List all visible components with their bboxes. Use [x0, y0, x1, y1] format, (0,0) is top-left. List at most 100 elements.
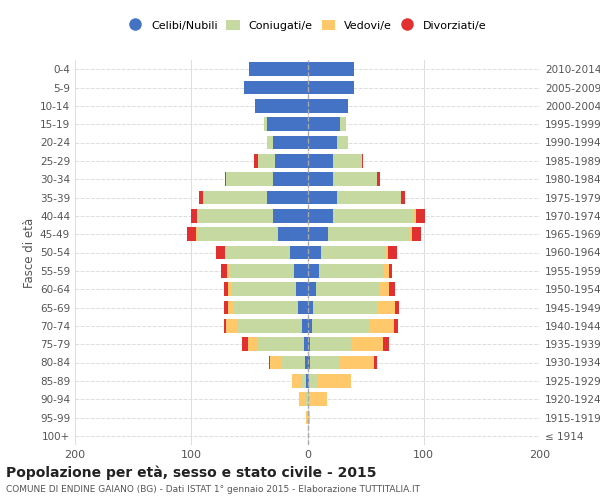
Bar [308, 356, 310, 370]
Bar [308, 228, 328, 241]
Bar [187, 228, 196, 241]
Bar [308, 300, 313, 314]
Bar [224, 282, 229, 296]
Bar [296, 282, 308, 296]
Y-axis label: Fasce di età: Fasce di età [23, 218, 36, 288]
Bar [203, 190, 267, 204]
Bar [337, 136, 348, 149]
Bar [308, 172, 333, 186]
Bar [340, 118, 346, 131]
Bar [290, 246, 308, 260]
Bar [394, 319, 398, 332]
Bar [196, 228, 197, 241]
Bar [271, 356, 282, 370]
Bar [415, 209, 416, 222]
Bar [412, 228, 421, 241]
Bar [308, 374, 318, 388]
Bar [319, 264, 383, 278]
Bar [389, 264, 392, 278]
Bar [234, 300, 298, 314]
Bar [265, 118, 267, 131]
Bar [318, 374, 350, 388]
Bar [313, 300, 377, 314]
Bar [308, 154, 333, 168]
Text: COMUNE DI ENDINE GAIANO (BG) - Dati ISTAT 1° gennaio 2015 - Elaborazione TUTTITA: COMUNE DI ENDINE GAIANO (BG) - Dati ISTA… [6, 485, 420, 494]
Bar [199, 190, 203, 204]
Bar [267, 118, 308, 131]
Bar [308, 136, 337, 149]
Bar [226, 246, 290, 260]
Bar [389, 282, 395, 296]
Bar [232, 282, 296, 296]
Bar [302, 319, 308, 332]
Bar [328, 228, 410, 241]
Bar [395, 300, 400, 314]
Bar [269, 356, 271, 370]
Bar [333, 172, 377, 186]
Bar [308, 264, 319, 278]
Bar [322, 246, 385, 260]
Bar [401, 190, 405, 204]
Bar [226, 172, 272, 186]
Bar [227, 264, 230, 278]
Bar [282, 356, 305, 370]
Bar [229, 300, 234, 314]
Bar [293, 264, 308, 278]
Bar [242, 338, 248, 351]
Bar [275, 154, 308, 168]
Bar [191, 209, 197, 222]
Bar [230, 264, 293, 278]
Bar [333, 209, 415, 222]
Bar [292, 374, 302, 388]
Bar [310, 338, 350, 351]
Bar [272, 172, 308, 186]
Bar [304, 338, 308, 351]
Bar [339, 356, 374, 370]
Bar [257, 338, 304, 351]
Bar [308, 338, 310, 351]
Bar [302, 374, 307, 388]
Bar [215, 246, 225, 260]
Bar [337, 190, 401, 204]
Bar [267, 190, 308, 204]
Bar [308, 410, 310, 424]
Bar [225, 246, 226, 260]
Bar [298, 300, 308, 314]
Bar [307, 374, 308, 388]
Bar [308, 118, 340, 131]
Bar [383, 338, 389, 351]
Bar [308, 282, 316, 296]
Bar [377, 172, 380, 186]
Bar [383, 264, 389, 278]
Bar [410, 228, 412, 241]
Bar [278, 228, 308, 241]
Bar [380, 282, 389, 296]
Bar [308, 392, 310, 406]
Bar [308, 80, 354, 94]
Bar [221, 264, 227, 278]
Bar [377, 300, 395, 314]
Bar [308, 246, 322, 260]
Legend: Celibi/Nubili, Coniugati/e, Vedovi/e, Divorziati/e: Celibi/Nubili, Coniugati/e, Vedovi/e, Di… [124, 16, 491, 35]
Bar [333, 154, 362, 168]
Bar [308, 319, 312, 332]
Bar [197, 209, 272, 222]
Bar [385, 246, 388, 260]
Bar [308, 99, 348, 112]
Bar [305, 392, 308, 406]
Bar [307, 410, 308, 424]
Bar [416, 209, 425, 222]
Bar [254, 154, 257, 168]
Bar [370, 319, 394, 332]
Bar [350, 338, 383, 351]
Bar [229, 282, 232, 296]
Bar [374, 356, 377, 370]
Bar [316, 282, 380, 296]
Bar [305, 356, 308, 370]
Bar [248, 338, 257, 351]
Bar [308, 209, 333, 222]
Bar [310, 356, 339, 370]
Bar [224, 300, 229, 314]
Bar [299, 392, 305, 406]
Bar [238, 319, 302, 332]
